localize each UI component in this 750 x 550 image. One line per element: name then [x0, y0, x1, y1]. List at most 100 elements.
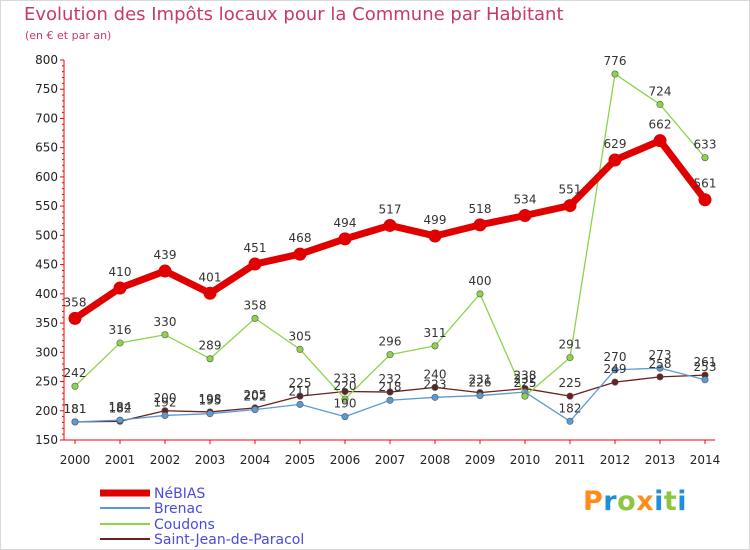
data-point — [116, 416, 124, 424]
legend-label: Brenac — [154, 501, 203, 517]
data-label: 211 — [289, 384, 312, 398]
data-point — [116, 339, 124, 347]
data-point — [563, 199, 577, 213]
data-point — [206, 355, 214, 363]
data-point — [386, 388, 394, 396]
x-tick-label: 2010 — [510, 453, 541, 467]
legend-label: Saint-Jean-de-Paracol — [154, 532, 304, 548]
data-label: 451 — [244, 241, 267, 255]
data-label: 517 — [379, 202, 402, 216]
data-label: 232 — [514, 372, 537, 386]
data-point — [296, 392, 304, 400]
data-label: 499 — [424, 213, 447, 227]
data-point — [251, 314, 259, 322]
data-point — [431, 393, 439, 401]
x-tick-label: 2001 — [105, 453, 136, 467]
data-label: 181 — [64, 402, 87, 416]
y-tick-label: 700 — [35, 111, 58, 125]
data-point — [656, 100, 664, 108]
y-tick-label: 650 — [35, 141, 58, 155]
data-label: 261 — [694, 355, 717, 369]
data-label: 225 — [289, 376, 312, 390]
data-label: 195 — [199, 394, 222, 408]
x-tick-label: 2013 — [645, 453, 676, 467]
logo-letter: i — [654, 486, 664, 517]
data-point — [701, 154, 709, 162]
logo-letter: P — [583, 486, 604, 517]
logo-letter: t — [663, 486, 678, 517]
data-point — [161, 331, 169, 339]
data-point — [476, 290, 484, 298]
data-point — [701, 376, 709, 384]
data-point — [698, 193, 712, 207]
y-tick-label: 150 — [35, 433, 58, 447]
y-tick-label: 300 — [35, 345, 58, 359]
data-point — [653, 134, 667, 148]
legend-label: Coudons — [154, 517, 215, 533]
data-label: 518 — [469, 202, 492, 216]
y-tick-label: 400 — [35, 287, 58, 301]
data-label: 242 — [64, 366, 87, 380]
data-point — [341, 395, 349, 403]
data-label: 182 — [559, 401, 582, 415]
data-label: 192 — [154, 395, 177, 409]
data-label: 182 — [109, 401, 132, 415]
x-tick-label: 2000 — [60, 453, 91, 467]
data-label: 233 — [334, 371, 357, 385]
data-label: 240 — [424, 367, 447, 381]
data-point — [113, 281, 127, 295]
y-tick-label: 250 — [35, 375, 58, 389]
data-point — [611, 378, 619, 386]
logo-letter: r — [603, 486, 618, 517]
data-label: 232 — [379, 372, 402, 386]
data-point — [206, 410, 214, 418]
data-label: 291 — [559, 338, 582, 352]
logo-letter: x — [636, 486, 655, 517]
data-label: 439 — [154, 248, 177, 262]
x-tick-label: 2011 — [555, 453, 586, 467]
data-label: 494 — [334, 216, 357, 230]
data-label: 226 — [469, 376, 492, 390]
data-label: 551 — [559, 183, 582, 197]
data-point — [521, 392, 529, 400]
logo-letter: o — [617, 486, 637, 517]
y-tick-label: 200 — [35, 404, 58, 418]
x-tick-label: 2002 — [150, 453, 181, 467]
data-label: 296 — [379, 335, 402, 349]
data-label: 316 — [109, 323, 132, 337]
data-label: 410 — [109, 265, 132, 279]
data-label: 358 — [64, 295, 87, 309]
data-point — [341, 413, 349, 421]
data-label: 662 — [649, 118, 672, 132]
data-label: 534 — [514, 193, 537, 207]
data-point — [293, 247, 307, 261]
data-label: 220 — [334, 379, 357, 393]
x-tick-label: 2005 — [285, 453, 316, 467]
data-point — [68, 311, 82, 325]
data-label: 181 — [64, 402, 87, 416]
data-point — [431, 342, 439, 350]
x-tick-label: 2003 — [195, 453, 226, 467]
data-point — [428, 229, 442, 243]
data-label: 633 — [694, 138, 717, 152]
data-point — [608, 153, 622, 167]
x-tick-label: 2008 — [420, 453, 451, 467]
data-label: 225 — [514, 376, 537, 390]
chart-subtitle: (en € et par an) — [25, 29, 112, 42]
data-label: 724 — [649, 84, 672, 98]
data-label: 190 — [334, 397, 357, 411]
data-label: 273 — [649, 348, 672, 362]
data-point — [656, 373, 664, 381]
data-label: 223 — [424, 377, 447, 391]
logo-letter: i — [677, 486, 688, 517]
data-point — [296, 400, 304, 408]
x-tick-label: 2014 — [690, 453, 721, 467]
data-label: 200 — [154, 391, 177, 405]
data-point — [566, 392, 574, 400]
chart-title: Evolution des Impôts locaux pour la Comm… — [24, 4, 564, 25]
data-point — [566, 354, 574, 362]
data-point — [431, 383, 439, 391]
data-label: 238 — [514, 369, 537, 383]
